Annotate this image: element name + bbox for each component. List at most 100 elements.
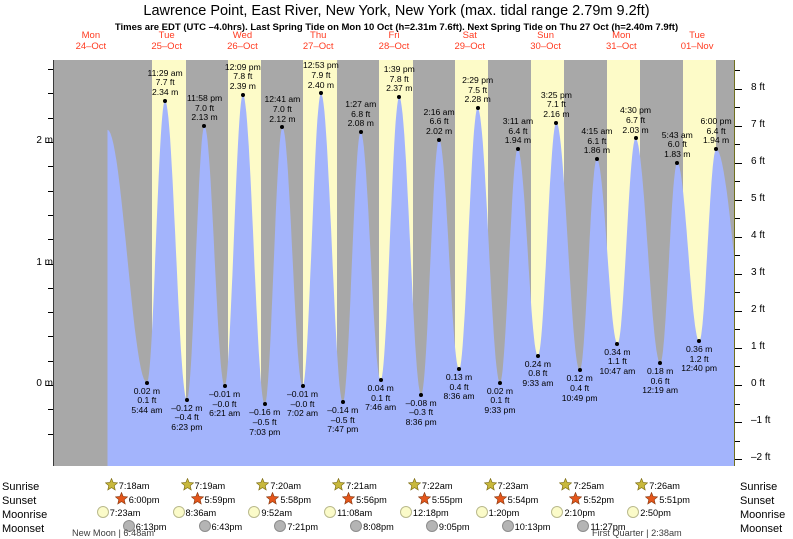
- day-header-4: Fri 28–Oct: [356, 30, 432, 58]
- tide-label-line: 7.8 ft: [233, 71, 253, 82]
- tide-point-marker: [240, 92, 245, 97]
- tide-label-line: 12:09 pm: [224, 61, 261, 72]
- tide-label-low: –0.12 m –0.4 ft 6:23 pm: [171, 403, 202, 433]
- tide-label-line: 10:49 pm: [561, 392, 598, 403]
- tide-label-line: 7.0 ft: [272, 104, 292, 114]
- tide-label-low: –0.01 m –0.0 ft 7:02 am: [287, 390, 318, 419]
- moonset-time: 6:43pm: [211, 522, 243, 532]
- axis-left-tick: [48, 118, 53, 119]
- axis-right-label: 4 ft: [751, 229, 765, 241]
- sunset-row-label-left: Sunset: [2, 495, 37, 507]
- tide-label-high: 1:39 pm 7.8 ft 2.37 m: [384, 64, 415, 94]
- tide-point-marker: [697, 339, 702, 344]
- tide-label-line: 0.18 m: [647, 366, 674, 377]
- tide-label-line: 6.1 ft: [587, 135, 607, 146]
- sunset-icon: [417, 492, 432, 505]
- moonrise-entry-3: 11:08am: [324, 506, 372, 518]
- moonrise-row-label-right: Moonrise: [740, 509, 786, 521]
- sunrise-entry-2: 7:20am: [256, 478, 301, 491]
- tide-curve: [53, 60, 735, 466]
- tide-label-low: –0.01 m –0.0 ft 6:21 am: [209, 390, 240, 419]
- moonrise-time: 12:18pm: [412, 508, 449, 518]
- tide-label-line: 7.9 ft: [311, 69, 331, 80]
- axis-left-tick: [48, 239, 53, 240]
- tide-label-low: –0.08 m –0.3 ft 8:36 pm: [406, 398, 437, 428]
- tide-label-line: 7.1 ft: [546, 99, 566, 110]
- tide-label-line: 4:30 pm: [620, 105, 652, 116]
- moonrise-time: 9:52am: [261, 508, 292, 518]
- day-header-date: 25–Oct: [151, 41, 182, 52]
- moonrise-time: 2:50pm: [640, 508, 671, 518]
- sunset-time: 5:58pm: [280, 495, 311, 505]
- moon-phase-time: 2:38am: [651, 528, 682, 538]
- tide-label-line: 2.34 m: [151, 86, 179, 97]
- tide-label-line: 0.4 ft: [570, 383, 590, 393]
- tide-label-line: 9:33 am: [522, 378, 554, 389]
- axis-right-tick: [735, 70, 740, 71]
- moonrise-circle-icon: [172, 506, 185, 518]
- tide-point-marker: [577, 368, 582, 373]
- tide-label-line: 4:15 am: [581, 126, 613, 136]
- day-header-1: Tue 25–Oct: [129, 30, 205, 58]
- tide-point-marker: [300, 384, 305, 389]
- tide-point-marker: [397, 95, 402, 100]
- tide-label-line: 2.37 m: [386, 83, 413, 94]
- page-title: Lawrence Point, East River, New York, Ne…: [143, 3, 650, 19]
- tide-point-marker: [457, 367, 462, 372]
- tide-point-marker: [280, 125, 285, 130]
- moonset-circle-icon: [501, 520, 514, 532]
- tide-label-high: 11:29 am 7.7 ft 2.34 m: [148, 68, 183, 98]
- tide-point-marker: [163, 98, 168, 103]
- tide-point-marker: [437, 137, 442, 142]
- day-header-dow: Thu: [310, 30, 327, 41]
- tide-point-marker: [675, 160, 680, 165]
- day-header-date: 31–Oct: [606, 41, 637, 52]
- axis-left-tick: [48, 69, 53, 70]
- tide-label-line: 6.6 ft: [429, 116, 449, 127]
- moonset-time: 11:27pm: [590, 522, 626, 532]
- day-header-dow: Mon: [81, 30, 101, 41]
- tide-label-line: –0.16 m: [249, 407, 281, 418]
- tide-label-high: 12:53 pm 7.9 ft 2.40 m: [303, 61, 339, 90]
- tide-point-marker: [633, 136, 638, 141]
- moonset-circle-icon: [198, 520, 211, 532]
- tide-label-line: 0.8 ft: [528, 368, 548, 379]
- tide-label-high: 6:00 pm 6.4 ft 1.94 m: [701, 117, 732, 146]
- day-header-dow: Sat: [462, 30, 477, 41]
- tide-label-line: 1:27 am: [345, 99, 377, 110]
- tide-label-line: 0.1 ft: [371, 392, 391, 403]
- tide-label-line: –0.5 ft: [330, 414, 355, 425]
- axis-left-tick: [46, 264, 53, 265]
- axis-right-tick: [735, 144, 740, 145]
- moonset-circle-icon: [577, 520, 590, 532]
- tide-point-marker: [535, 353, 540, 358]
- tide-label-line: 2.16 m: [543, 108, 570, 119]
- tide-label-line: 2:29 pm: [462, 74, 494, 85]
- tide-point-marker: [714, 147, 719, 152]
- tide-label-high: 12:09 pm 7.8 ft 2.39 m: [224, 61, 261, 92]
- moonrise-entry-1: 8:36am: [172, 506, 216, 518]
- moonrise-circle-icon: [551, 506, 564, 518]
- tide-label-low: 0.34 m 1.1 ft 10:47 am: [599, 347, 635, 377]
- sunset-icon: [266, 492, 280, 505]
- sunrise-row-label-left: Sunrise: [2, 481, 40, 493]
- sunset-icon: [493, 492, 508, 505]
- tide-label-line: 8:36 am: [443, 391, 475, 402]
- sunrise-time: 7:26am: [649, 481, 680, 491]
- sunrise-icon: [483, 478, 498, 491]
- tide-point-marker: [378, 378, 383, 383]
- moonrise-entry-4: 12:18pm: [399, 506, 449, 518]
- sunrise-row-label-right: Sunrise: [740, 481, 778, 493]
- tide-label-line: –0.0 ft: [212, 398, 237, 409]
- tide-label-low: –0.16 m –0.5 ft 7:03 pm: [249, 408, 280, 437]
- moonrise-entry-7: 2:50pm: [627, 506, 671, 518]
- tide-label-line: 6.0 ft: [667, 139, 687, 150]
- moonset-time: 10:13pm: [514, 522, 551, 532]
- tide-label-line: 2.02 m: [425, 125, 453, 136]
- tide-label-line: 6.8 ft: [351, 108, 371, 119]
- moonset-entry-2: 7:21pm: [274, 520, 318, 532]
- tide-label-line: 7:47 pm: [327, 424, 359, 435]
- tide-label-high: 3:11 am 6.4 ft 1.94 m: [503, 117, 533, 146]
- axis-right-tick: [735, 385, 742, 386]
- tide-label-low: 0.02 m 0.1 ft 5:44 am: [131, 386, 162, 416]
